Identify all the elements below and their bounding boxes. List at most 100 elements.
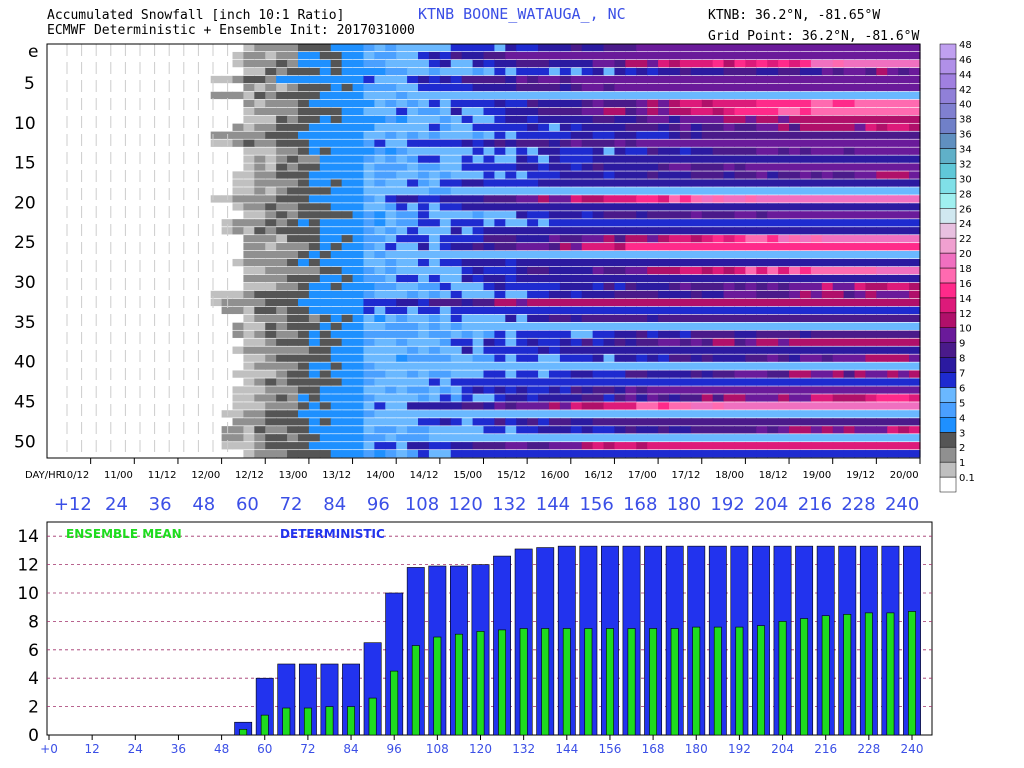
heatmap-cell — [538, 298, 550, 307]
heatmap-cell — [363, 418, 375, 426]
heatmap-cell — [603, 258, 616, 267]
legend-label: 36 — [959, 130, 972, 141]
heatmap-cell — [243, 67, 255, 76]
heatmap-cell — [516, 386, 528, 394]
heatmap-cell — [276, 243, 288, 251]
heatmap-cell — [232, 346, 245, 354]
heatmap-cell — [472, 274, 485, 283]
heatmap-cell — [439, 99, 452, 108]
heatmap-cell — [297, 282, 310, 291]
heatmap-cell — [505, 418, 517, 426]
heatmap-cell — [374, 418, 386, 426]
heatmap-cell — [669, 266, 681, 275]
heatmap-cell — [734, 338, 746, 346]
heatmap-cell — [559, 171, 572, 179]
heatmap-cell — [472, 394, 485, 402]
heatmap-cell — [428, 227, 441, 235]
heatmap-cell — [810, 386, 823, 394]
heatmap-cell — [516, 171, 528, 179]
heatmap-cell — [843, 227, 856, 235]
heatmap-cell — [887, 147, 899, 155]
heatmap-cell — [701, 354, 714, 362]
heatmap-cell — [407, 410, 419, 418]
heatmap-cell — [734, 219, 746, 227]
heatmap-cell — [297, 195, 310, 203]
heatmap-cell — [832, 123, 845, 131]
heatmap-cell — [832, 410, 845, 418]
heatmap-cell — [418, 203, 430, 211]
heatmap-cell — [439, 179, 452, 187]
heatmap-cell — [450, 51, 463, 60]
heatmap-cell — [527, 211, 539, 219]
legend-swatch — [939, 432, 957, 448]
heatmap-cell — [243, 426, 255, 434]
x-tick-label: 180 — [685, 742, 708, 756]
heatmap-cell — [494, 402, 506, 410]
heatmap-cell — [723, 115, 736, 123]
heatmap-cell — [821, 322, 834, 330]
heatmap-cell — [865, 410, 877, 418]
heatmap-cell — [352, 179, 365, 187]
heatmap-cell — [603, 67, 616, 76]
heatmap-cell — [810, 139, 823, 147]
heatmap-cell — [658, 266, 670, 275]
heatmap-cell — [789, 147, 801, 155]
heatmap-cell — [439, 426, 452, 434]
heatmap-cell — [538, 282, 550, 291]
legend-label: 4 — [959, 413, 965, 424]
heatmap-cell — [418, 330, 430, 338]
heatmap-cell — [396, 235, 408, 243]
heatmap-cell — [636, 450, 648, 458]
member-label: 45 — [14, 392, 36, 412]
heatmap-cell — [570, 163, 583, 171]
heatmap-cell — [581, 386, 594, 394]
heatmap-cell — [385, 434, 397, 442]
heatmap-cell — [494, 410, 506, 418]
heatmap-cell — [592, 274, 605, 283]
heatmap-cell — [483, 378, 496, 386]
heatmap-cell — [559, 306, 572, 315]
heatmap-cell — [243, 386, 255, 394]
heatmap-cell — [352, 298, 365, 307]
heatmap-cell — [461, 290, 474, 299]
heatmap-cell — [701, 298, 714, 307]
heatmap-cell — [679, 195, 692, 203]
heatmap-cell — [799, 83, 812, 92]
heatmap-cell — [756, 346, 768, 354]
heatmap-cell — [265, 235, 277, 243]
heatmap-cell — [690, 251, 703, 259]
ensemble-bar — [627, 628, 636, 736]
date-tick-label: 13/00 — [279, 470, 308, 481]
heatmap-cell — [330, 187, 343, 195]
hour-tick-label: 144 — [536, 494, 570, 515]
heatmap-cell — [472, 442, 485, 450]
heatmap-cell — [821, 115, 834, 123]
heatmap-cell — [527, 243, 539, 251]
heatmap-cell — [418, 418, 430, 426]
y-tick-label: 4 — [28, 669, 39, 689]
heatmap-cell — [276, 211, 288, 219]
heatmap-cell — [287, 51, 299, 60]
heatmap-cell — [810, 274, 823, 283]
heatmap-cell — [363, 251, 375, 259]
heatmap-cell — [679, 426, 692, 434]
heatmap-cell — [221, 75, 234, 84]
heatmap-cell — [778, 394, 790, 402]
heatmap-cell — [909, 330, 921, 338]
heatmap-cell — [428, 410, 441, 418]
heatmap-cell — [810, 187, 823, 195]
heatmap-cell — [341, 163, 354, 171]
heatmap-cell — [865, 386, 877, 394]
heatmap-cell — [789, 251, 801, 259]
member-label: 15 — [14, 154, 36, 174]
heatmap-cell — [548, 426, 561, 434]
heatmap-cell — [592, 251, 605, 259]
heatmap-cell — [723, 227, 736, 235]
heatmap-cell — [625, 131, 637, 139]
heatmap-cell — [756, 227, 768, 235]
heatmap-cell — [505, 99, 517, 108]
heatmap-cell — [854, 235, 867, 243]
heatmap-cell — [538, 203, 550, 211]
heatmap-cell — [865, 402, 877, 410]
heatmap-cell — [832, 115, 845, 123]
